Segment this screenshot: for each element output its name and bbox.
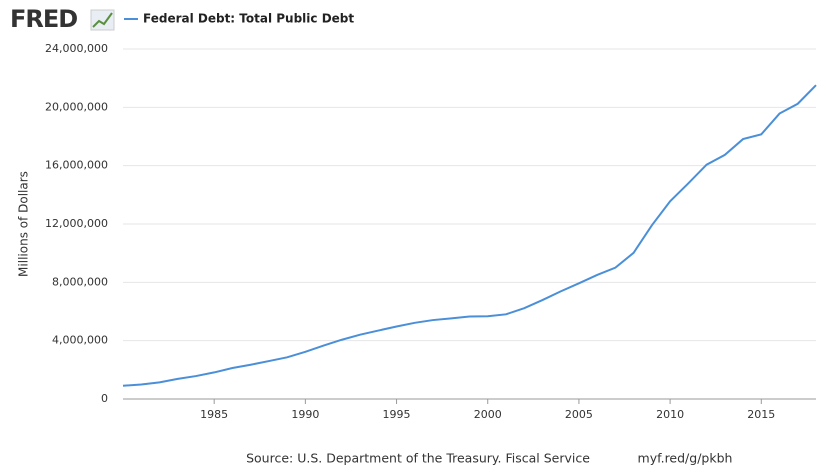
x-tick-label: 2005 [565, 408, 593, 421]
x-tick-label: 2015 [747, 408, 775, 421]
y-tick-label: 12,000,000 [45, 217, 108, 230]
series-line [122, 84, 817, 387]
source: Source: U.S. Department of the Treasury.… [246, 451, 590, 466]
x-tick-label: 1990 [291, 408, 319, 421]
x-tick-label: 1995 [383, 408, 411, 421]
x-tick-label: 1985 [200, 408, 228, 421]
y-tick-label: 20,000,000 [45, 100, 108, 113]
logo-icon [90, 9, 115, 31]
x-tick-label: 2000 [474, 408, 502, 421]
y-axis-label: Millions of Dollars [17, 171, 31, 277]
y-tick-label: 24,000,000 [45, 42, 108, 55]
y-tick-label: 8,000,000 [52, 275, 108, 288]
logo: FRED [10, 5, 77, 33]
legend-label[interactable]: Federal Debt: Total Public Debt [143, 12, 354, 26]
link[interactable]: myf.red/g/pkbh [638, 451, 733, 466]
x-tick-label: 2010 [656, 408, 684, 421]
y-tick-label: 0 [101, 392, 108, 405]
y-tick-label: 4,000,000 [52, 334, 108, 347]
y-tick-label: 16,000,000 [45, 159, 108, 172]
